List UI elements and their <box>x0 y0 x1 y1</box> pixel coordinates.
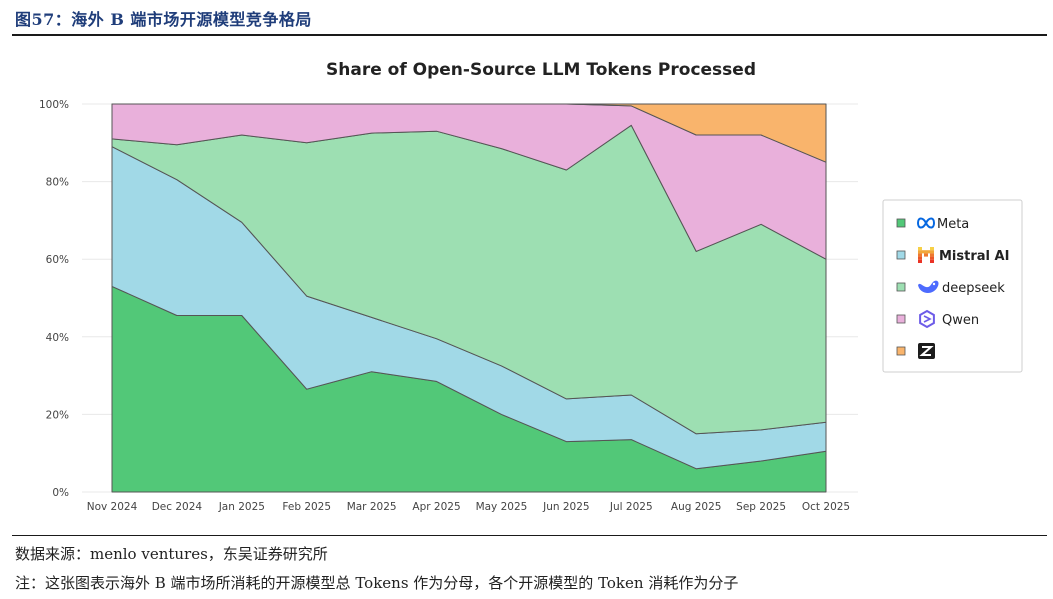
x-axis-ticks: Nov 2024 Dec 2024 Jan 2025 Feb 2025 Mar 2025… <box>87 501 850 513</box>
figure-title: 图57：海外 B 端市场开源模型竞争格局 <box>15 10 312 29</box>
x-tick-label: Apr 2025 <box>412 501 460 513</box>
legend-label: deepseek <box>942 281 1005 296</box>
foot-note: 注：这张图表示海外 B 端市场所消耗的开源模型总 Tokens 作为分母，各个开… <box>15 574 739 592</box>
y-tick-label: 40% <box>46 332 69 344</box>
area-z <box>111 103 827 163</box>
mistral-logo-icon <box>918 247 934 263</box>
source-note: 数据来源：menlo ventures，东吴证券研究所 <box>15 545 328 563</box>
legend: Meta Mistral AI deepseek Qwen <box>882 199 1023 373</box>
legend-swatch <box>896 218 906 228</box>
qwen-logo-icon <box>919 309 935 329</box>
chart-title: Share of Open-Source LLM Tokens Processe… <box>326 60 756 80</box>
legend-box <box>882 199 1023 373</box>
y-tick-label: 60% <box>46 254 69 266</box>
area-series <box>111 103 827 493</box>
x-tick-label: Jul 2025 <box>609 501 653 513</box>
x-tick-label: Aug 2025 <box>671 501 722 513</box>
bottom-rule <box>12 535 1047 536</box>
legend-swatch <box>896 314 906 324</box>
area-chart: Share of Open-Source LLM Tokens Processe… <box>39 60 1023 513</box>
x-tick-label: Mar 2025 <box>347 501 397 513</box>
x-tick-label: Sep 2025 <box>736 501 786 513</box>
z-logo-icon <box>918 343 935 359</box>
x-tick-label: May 2025 <box>476 501 528 513</box>
legend-label: Meta <box>937 217 969 232</box>
x-tick-label: Oct 2025 <box>802 501 850 513</box>
x-tick-label: Nov 2024 <box>87 501 138 513</box>
legend-swatch <box>896 346 906 356</box>
y-tick-label: 100% <box>39 99 69 111</box>
y-tick-label: 20% <box>46 409 69 421</box>
y-tick-label: 0% <box>52 487 69 499</box>
x-tick-label: Feb 2025 <box>282 501 331 513</box>
x-tick-label: Jan 2025 <box>218 501 265 513</box>
deepseek-whale-icon <box>918 280 939 294</box>
y-axis-ticks: 0% 20% 40% 60% 80% 100% <box>39 99 69 499</box>
legend-label: Qwen <box>942 313 979 328</box>
x-tick-label: Jun 2025 <box>542 501 589 513</box>
meta-logo-icon <box>916 217 936 229</box>
x-tick-label: Dec 2024 <box>152 501 203 513</box>
y-tick-label: 80% <box>46 177 69 189</box>
legend-swatch <box>896 250 906 260</box>
legend-swatch <box>896 282 906 292</box>
top-rule <box>12 34 1047 36</box>
legend-label: Mistral AI <box>939 249 1009 264</box>
